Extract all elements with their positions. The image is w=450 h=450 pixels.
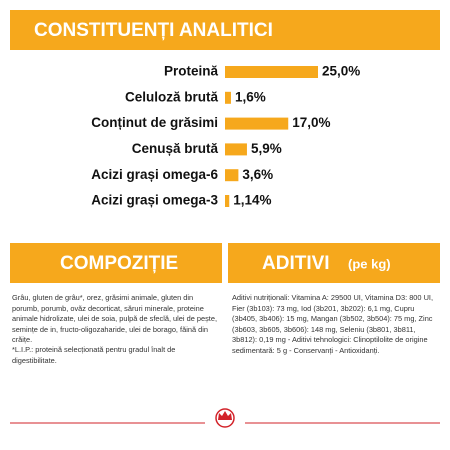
bar xyxy=(225,169,239,182)
additives-subtitle: (pe kg) xyxy=(348,256,391,271)
bar xyxy=(225,91,231,104)
composition-banner xyxy=(10,243,222,283)
title-banner xyxy=(10,10,440,50)
composition-text: Grâu, gluten de grâu*, orez, grăsimi ani… xyxy=(12,293,218,345)
value-label: 1,6% xyxy=(235,89,266,104)
brand-logo xyxy=(215,408,235,428)
bar xyxy=(225,143,247,156)
category-label: Acizi grași omega-6 xyxy=(91,167,218,182)
category-label: Conținut de grăsimi xyxy=(91,115,218,130)
additives-title: ADITIVI xyxy=(262,253,330,274)
chart-title: CONSTITUENȚI ANALITICI xyxy=(34,20,273,41)
value-label: 1,14% xyxy=(233,193,271,208)
bar xyxy=(225,117,289,130)
additives-banner xyxy=(228,243,440,283)
value-label: 5,9% xyxy=(251,141,282,156)
category-label: Proteină xyxy=(164,64,219,79)
bar xyxy=(225,66,318,78)
category-label: Acizi grași omega-3 xyxy=(91,193,218,208)
additives-text: Aditivi nutriționali: Vitamina A: 29500 … xyxy=(232,293,434,355)
category-label: Celuloză brută xyxy=(125,89,219,104)
composition-note: *L.I.P.: proteină selecționată pentru gr… xyxy=(12,345,176,365)
value-label: 25,0% xyxy=(322,64,360,79)
value-label: 17,0% xyxy=(292,115,330,130)
value-label: 3,6% xyxy=(242,167,273,182)
category-label: Cenușă brută xyxy=(132,141,219,156)
bar xyxy=(225,195,230,207)
composition-title: COMPOZIȚIE xyxy=(60,253,178,274)
